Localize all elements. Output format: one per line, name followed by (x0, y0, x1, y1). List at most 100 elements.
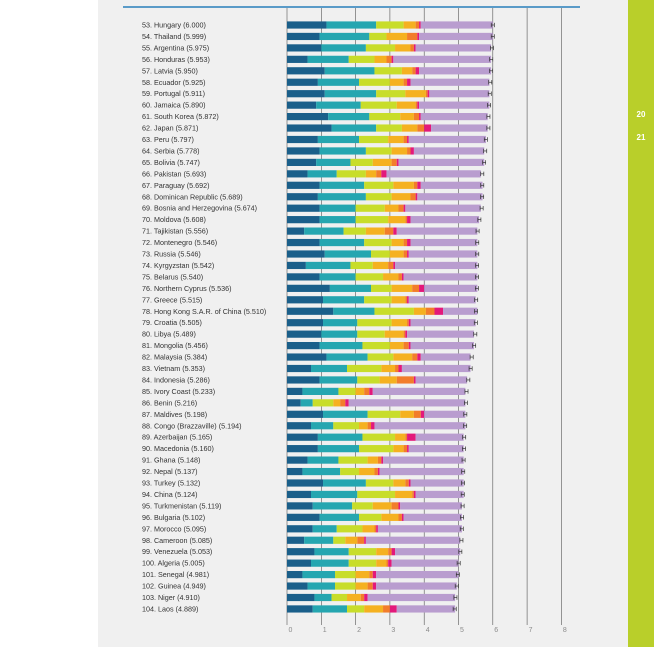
bar-segment (417, 193, 483, 201)
bar-segment (343, 227, 366, 235)
country-label: 79. Croatia (5.505) (142, 318, 202, 327)
bar-segment (365, 193, 392, 201)
bar-segment (376, 582, 457, 590)
bar-segment (395, 490, 413, 499)
country-label: 100. Algeria (5.005) (142, 559, 205, 568)
bar-segment (420, 410, 425, 418)
bar-segment (312, 399, 334, 407)
bar-segment (287, 456, 308, 464)
bar-segment (333, 536, 346, 544)
bar-segment (425, 90, 428, 98)
bar-segment (434, 307, 444, 315)
bar-segment (287, 319, 324, 327)
bar-segment (410, 78, 490, 86)
bar-segment (287, 193, 318, 201)
bar-segment (367, 422, 372, 430)
bar-segment (287, 548, 315, 556)
country-label: 88. Congo (Brazzaville) (5.194) (142, 421, 241, 430)
country-label: 85. Ivory Coast (5.233) (142, 387, 215, 396)
bar-segment (372, 571, 377, 579)
bar-segment (398, 502, 401, 510)
country-label: 74. Kyrgyzstan (5.542) (142, 261, 214, 270)
bar-segment (287, 433, 318, 441)
bar-segment (393, 227, 397, 235)
bar-segment (364, 387, 370, 395)
bar-segment (395, 44, 411, 52)
bar-segment (408, 135, 486, 144)
bar-segment (407, 238, 411, 247)
bar-segment (319, 181, 365, 189)
bar-segment (340, 467, 360, 476)
bar-segment (365, 44, 396, 52)
bar-segment (400, 502, 462, 510)
bar-segment (336, 525, 363, 533)
bar-segment (317, 433, 363, 441)
bar-segment (389, 342, 404, 350)
bar-segment (287, 284, 330, 292)
country-label: 81. Mongolia (5.456) (142, 341, 208, 350)
country-label: 98. Cameroon (5.085) (142, 536, 212, 545)
bar-segment (419, 21, 421, 29)
bar-segment (376, 548, 389, 556)
country-label: 65. Bolivia (5.747) (142, 158, 200, 167)
bar-segment (362, 342, 390, 350)
bar-segment (333, 422, 360, 430)
bar-segment (357, 490, 396, 499)
bar-segment (376, 124, 402, 132)
bar-segment (403, 238, 408, 247)
bar-segment (372, 502, 392, 510)
bar-segment (287, 124, 332, 132)
bar-segment (391, 548, 396, 556)
bar-segment (287, 101, 317, 109)
bar-segment (393, 479, 406, 487)
bar-segment (398, 273, 402, 281)
bar-segment (412, 353, 418, 361)
bar-segment (389, 605, 397, 613)
bar-segment (314, 593, 332, 602)
country-label: 97. Morocco (5.095) (142, 524, 206, 533)
bar-segment (357, 536, 365, 544)
country-label: 56. Honduras (5.953) (142, 55, 210, 64)
bar-segment (369, 32, 387, 41)
bar-segment (329, 284, 372, 292)
country-label: 78. Hong Kong S.A.R. of China (5.510) (142, 307, 266, 316)
bar-segment (367, 456, 378, 464)
bar-segment (374, 525, 377, 533)
bar-segment (427, 90, 430, 98)
bar-segment (371, 250, 390, 258)
bar-segment (319, 32, 370, 41)
bar-segment (287, 181, 320, 189)
bar-segment (311, 364, 348, 373)
bar-segment (413, 44, 416, 52)
bar-segment (335, 582, 356, 590)
bar-segment (287, 44, 322, 52)
bar-segment (410, 319, 476, 327)
bar-segment (405, 90, 426, 98)
bar-segment (319, 216, 356, 224)
bar-segment (384, 227, 394, 235)
bar-segment (386, 170, 481, 178)
bar-segment (398, 513, 402, 521)
bar-segment (364, 238, 392, 247)
country-label: 95. Turkmenistan (5.119) (142, 501, 221, 510)
country-label: 90. Macedonia (5.160) (142, 444, 214, 453)
country-label: 99. Venezuela (5.053) (142, 547, 212, 556)
bar-segment (403, 445, 408, 453)
bar-segment (417, 181, 421, 189)
bar-segment (410, 479, 464, 487)
bar-segment (355, 273, 384, 281)
bar-segment (287, 158, 317, 166)
bar-segment (410, 342, 474, 350)
bar-segment (413, 376, 416, 384)
bar-segment (287, 364, 312, 373)
bar-segment (395, 433, 406, 441)
bar-segment (381, 170, 387, 178)
x-tick-label: 8 (563, 627, 567, 634)
bar-segment (391, 158, 397, 166)
bar-segment (321, 330, 358, 338)
bar-segment (311, 422, 334, 430)
bar-segment (415, 490, 464, 499)
bar-segment (321, 44, 366, 52)
bar-segment (388, 261, 394, 270)
bar-segment (417, 353, 421, 361)
